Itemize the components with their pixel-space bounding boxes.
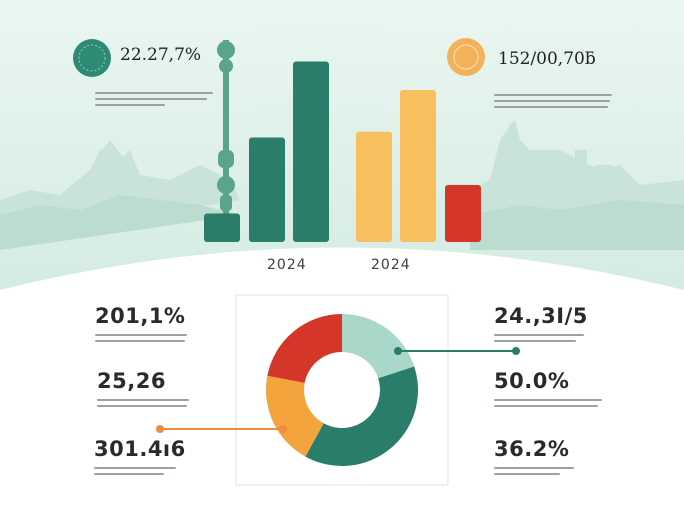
left-stat-3: 301.4ı6 [94,437,186,479]
bar-1 [204,213,240,242]
left-stat-2-value: 25,26 [97,369,166,393]
donut-slice-1 [342,314,415,379]
bar-4 [356,131,392,242]
left-stat-3-value: 301.4ı6 [94,437,186,461]
right-stat-1-description [494,334,588,342]
year-label-right: 2024 [371,257,411,273]
right-stat-3: 36.2% [494,437,574,479]
top-left-stat-description [95,86,213,110]
donut-chart [266,314,418,466]
right-stat-2-value: 50.0% [494,369,570,393]
left-stat-3-description [94,467,186,475]
right-stat-3-value: 36.2% [494,437,570,461]
donut-slice-3 [266,375,324,457]
bar-chart [204,61,481,242]
left-stat-1: 201,1% [95,304,187,346]
bar-3 [293,61,329,242]
right-stat-1: 24.,3I/5 [494,304,588,346]
right-stat-2-description [494,399,602,407]
top-right-stat-description [494,88,612,112]
top-right-stat-value: 152/00,70ƃ [498,49,596,69]
connector-left [156,425,287,433]
skyline-foreground [0,195,684,250]
bar-2 [249,137,285,242]
right-stat-2: 50.0% [494,369,602,411]
left-stat-2-description [97,399,189,407]
bar-5 [400,90,436,242]
right-stat-1-value: 24.,3I/5 [494,304,588,328]
donut-slice-2 [305,366,418,466]
right-stat-3-description [494,467,574,475]
bar-6 [445,185,481,242]
year-label-left: 2024 [267,257,307,273]
left-stat-2: 25,26 [97,369,189,411]
left-stat-1-description [95,334,187,342]
left-stat-1-value: 201,1% [95,304,186,328]
badge-right-icon [447,38,485,76]
donut-slice-4 [267,314,342,383]
connector-right [394,347,520,355]
top-left-stat-value: 22.27,7% [120,45,202,65]
totem-decoration [217,40,235,215]
badge-left-icon [73,39,111,77]
